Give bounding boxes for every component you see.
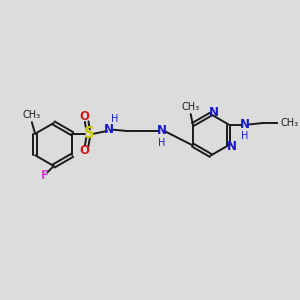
Text: S: S: [84, 126, 95, 141]
Text: H: H: [158, 138, 165, 148]
Text: N: N: [240, 118, 250, 131]
Text: H: H: [110, 114, 118, 124]
Text: N: N: [157, 124, 166, 137]
Text: N: N: [104, 123, 114, 136]
Text: O: O: [80, 144, 90, 157]
Text: CH₃: CH₃: [22, 110, 40, 120]
Text: CH₃: CH₃: [182, 102, 200, 112]
Text: N: N: [209, 106, 219, 119]
Text: CH₃: CH₃: [280, 118, 298, 128]
Text: F: F: [40, 169, 49, 182]
Text: N: N: [227, 140, 237, 153]
Text: O: O: [80, 110, 90, 123]
Text: H: H: [242, 130, 249, 141]
